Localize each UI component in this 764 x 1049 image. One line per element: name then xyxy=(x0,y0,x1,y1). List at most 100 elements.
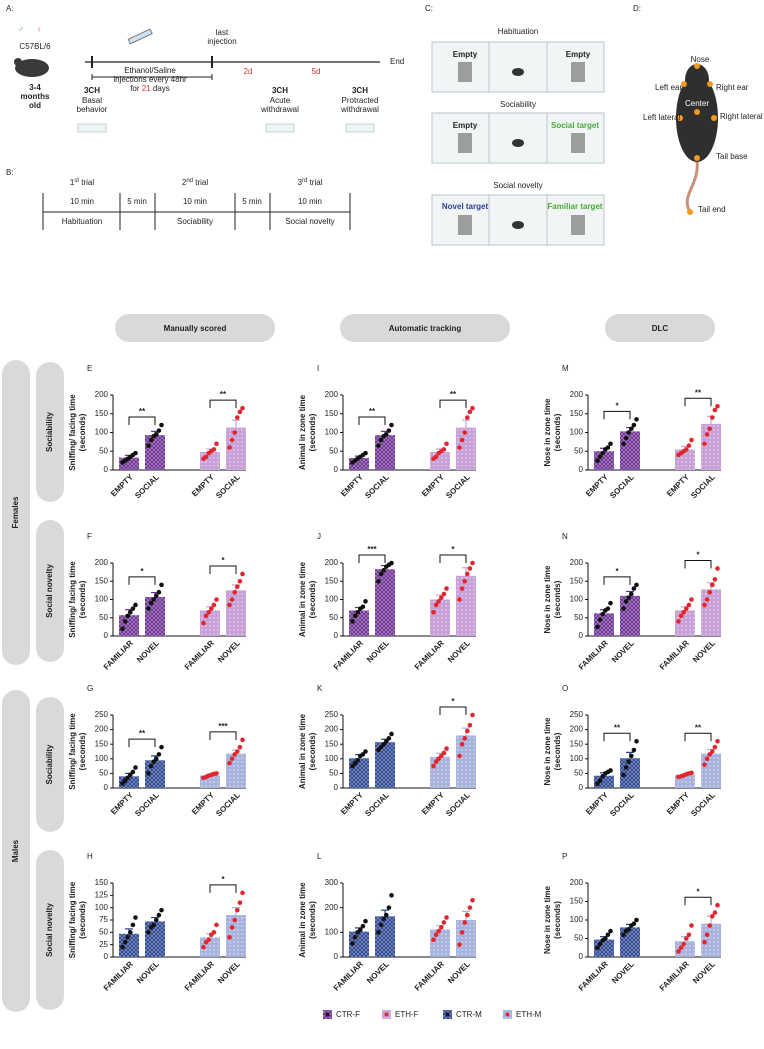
data-point xyxy=(629,426,634,432)
data-point xyxy=(634,738,639,744)
data-point xyxy=(597,778,603,783)
data-point xyxy=(389,422,394,428)
x-tick-label: FAMILIAR xyxy=(413,959,446,992)
data-point xyxy=(154,432,159,437)
data-point xyxy=(156,428,162,433)
data-point xyxy=(133,915,138,920)
panel-label: B: xyxy=(6,168,14,177)
data-point xyxy=(621,772,626,778)
event: 3CH xyxy=(352,86,368,95)
data-point xyxy=(352,934,358,940)
group-pill xyxy=(2,360,30,665)
x-tick-label: SOCIAL xyxy=(608,790,636,818)
data-point xyxy=(462,430,468,435)
data-point xyxy=(462,578,468,584)
x-tick-label: EMPTY xyxy=(584,790,610,816)
y-tick-label: 0 xyxy=(579,465,584,474)
bar xyxy=(620,927,640,957)
x-tick-label: SOCIAL xyxy=(214,472,242,500)
y-tick-label: 50 xyxy=(574,934,583,943)
panel-letter: N xyxy=(562,532,568,541)
bar xyxy=(620,431,640,470)
x-tick-label: EMPTY xyxy=(665,790,691,816)
x-tick-label: NOVEL xyxy=(446,959,472,985)
data-point xyxy=(626,595,631,600)
data-point xyxy=(363,918,368,924)
significance-bracket xyxy=(439,554,467,563)
data-point xyxy=(467,566,473,571)
x-tick-label: FAMILIAR xyxy=(183,638,216,671)
x-tick-label: FAMILIAR xyxy=(658,959,691,992)
y-tick-label: 200 xyxy=(325,725,339,734)
x-tick-label: SOCIAL xyxy=(363,790,391,818)
data-point xyxy=(159,744,164,750)
duration: 5 min xyxy=(242,197,262,206)
x-tick-label: FAMILIAR xyxy=(413,638,446,671)
data-point xyxy=(148,437,154,443)
trial: 1st trial xyxy=(70,175,94,187)
significance-bracket xyxy=(603,410,631,420)
x-tick-label: NOVEL xyxy=(216,959,242,985)
bar xyxy=(145,921,165,957)
y-axis-label: (seconds) xyxy=(308,580,317,618)
data-point xyxy=(459,437,465,443)
y-tick-label: 200 xyxy=(325,903,339,912)
data-point xyxy=(444,915,449,920)
cage xyxy=(571,62,585,82)
data-point xyxy=(704,756,710,762)
y-tick-label: 50 xyxy=(329,446,338,455)
y-axis-label: Sniffing/ facing time xyxy=(68,713,77,790)
data-point xyxy=(146,771,151,776)
bar xyxy=(119,776,139,788)
data-point xyxy=(467,905,473,910)
y-tick-label: 150 xyxy=(95,739,109,748)
x-tick-label: SOCIAL xyxy=(689,790,717,818)
panel-label: D: xyxy=(633,4,641,13)
data-point xyxy=(634,582,639,588)
y-tick-label: 100 xyxy=(325,927,339,936)
data-point xyxy=(211,447,217,452)
data-point xyxy=(626,759,631,765)
data-point xyxy=(209,606,214,611)
data-point xyxy=(229,437,235,443)
bar xyxy=(701,423,721,470)
data-point xyxy=(154,756,159,762)
y-tick-label: 150 xyxy=(325,739,339,748)
y-axis-label: (seconds) xyxy=(553,901,562,939)
data-point xyxy=(470,405,475,411)
data-point xyxy=(203,454,209,460)
significance-label: * xyxy=(615,567,619,576)
data-point xyxy=(363,599,368,604)
data-point xyxy=(686,602,692,608)
bar xyxy=(375,916,395,957)
bar xyxy=(226,590,246,636)
stage-title: Habituation xyxy=(498,27,538,36)
data-point xyxy=(707,426,712,432)
y-axis-label: Nose in zone time xyxy=(543,398,552,467)
phase: Social novelty xyxy=(285,217,334,226)
data-point xyxy=(237,900,243,906)
significance-label: ** xyxy=(139,407,146,416)
y-tick-label: 150 xyxy=(570,409,584,418)
cage xyxy=(458,62,472,82)
data-point xyxy=(465,912,470,918)
data-point xyxy=(154,917,159,923)
data-point xyxy=(128,609,133,615)
female-symbol: ♀ xyxy=(36,25,42,34)
data-point xyxy=(689,770,694,776)
panel-letter: M xyxy=(562,364,569,373)
data-point xyxy=(704,432,710,437)
cage xyxy=(458,215,472,235)
x-tick-label: EMPTY xyxy=(190,790,216,816)
data-point xyxy=(457,597,462,602)
y-tick-label: 50 xyxy=(574,613,583,622)
y-axis-label: (seconds) xyxy=(78,580,87,618)
significance-label: *** xyxy=(218,722,228,731)
panel-letter: F xyxy=(87,532,92,541)
significance-label: * xyxy=(221,875,225,884)
data-point xyxy=(707,589,712,595)
data-point xyxy=(600,611,605,617)
gap: 2d xyxy=(244,67,253,76)
data-point xyxy=(237,578,243,584)
y-tick-label: 0 xyxy=(104,465,109,474)
